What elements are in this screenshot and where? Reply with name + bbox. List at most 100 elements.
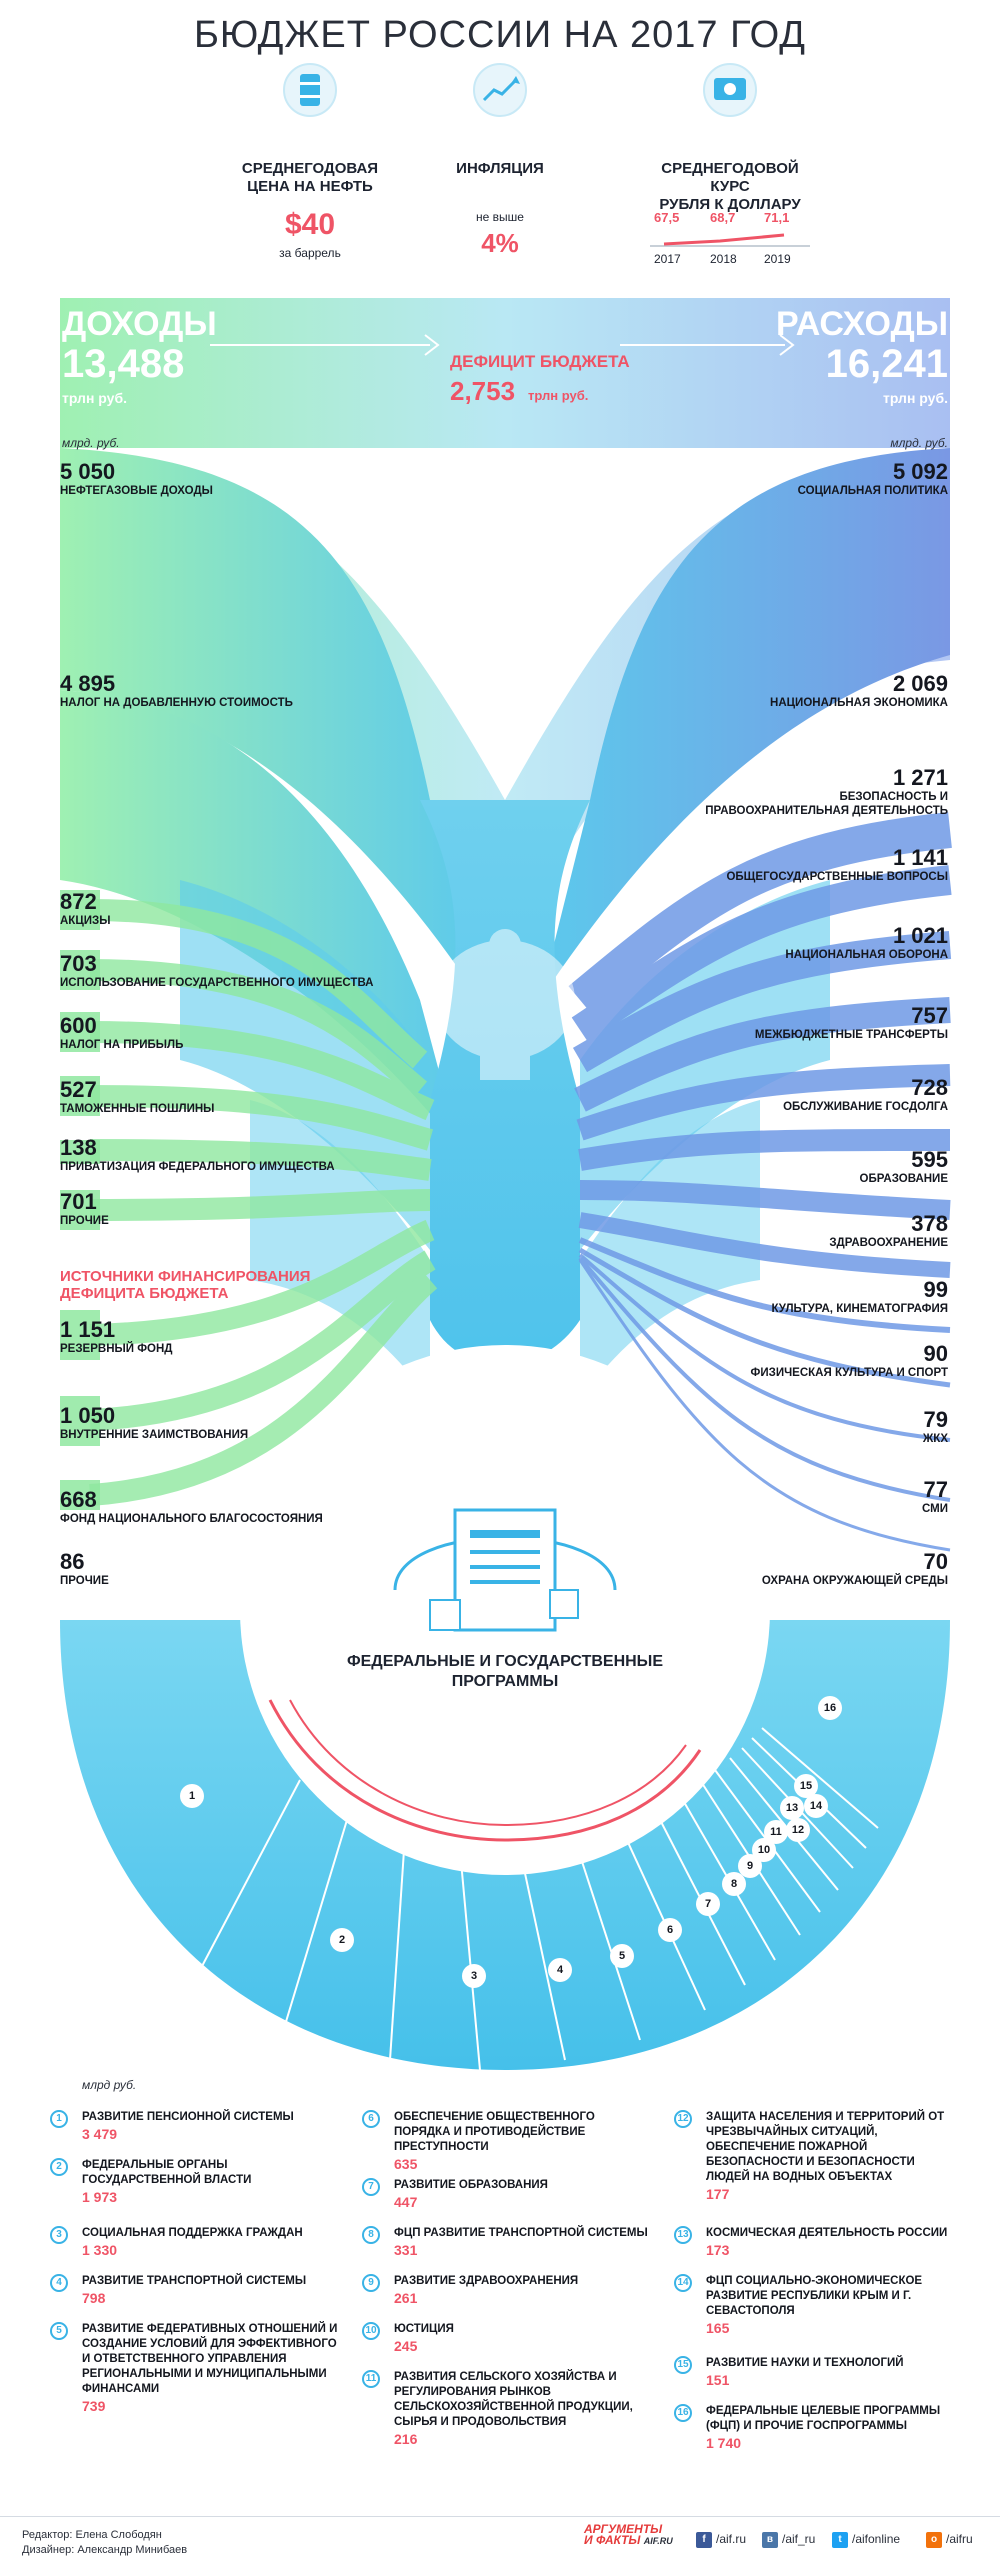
- legend-item: 12 ЗАЩИТА НАСЕЛЕНИЯ И ТЕРРИТОРИЙ ОТ ЧРЕЗ…: [674, 2110, 974, 2203]
- pie-segment-label: 14: [804, 1794, 828, 1818]
- indicator-inflation: ИНФЛЯЦИЯ не выше 4%: [420, 60, 580, 260]
- legend-item: 7 РАЗВИТИЕ ОБРАЗОВАНИЯ 447: [362, 2178, 662, 2211]
- aif-logo[interactable]: АРГУМЕНТЫ И ФАКТЫ AIF.RU: [584, 2522, 673, 2547]
- expense-item: 77 СМИ: [922, 1477, 948, 1516]
- legend-item: 10 ЮСТИЦИЯ 245: [362, 2322, 662, 2355]
- twitter-icon: t: [832, 2532, 848, 2548]
- expense-total: 16,241: [825, 342, 948, 386]
- rate-label-1: СРЕДНЕГОДОВОЙ КУРС: [661, 160, 799, 195]
- expense-item: 1 141 ОБЩЕГОСУДАРСТВЕННЫЕ ВОПРОСЫ: [726, 845, 948, 884]
- pie-segment-label: 5: [610, 1944, 634, 1968]
- income-item: 138 ПРИВАТИЗАЦИЯ ФЕДЕРАЛЬНОГО ИМУЩЕСТВА: [60, 1135, 335, 1174]
- oil-label-1: СРЕДНЕГОДОВАЯ: [241, 160, 379, 177]
- social-ok[interactable]: о/aifru: [926, 2532, 973, 2548]
- indicator-oil: СРЕДНЕГОДОВАЯ ЦЕНА НА НЕФТЬ $40 за барре…: [160, 60, 460, 260]
- social-vk[interactable]: в/aif_ru: [762, 2532, 815, 2548]
- rate-2018: 68,7: [710, 210, 736, 225]
- coat-of-arms-icon: [435, 929, 575, 1080]
- rate-2017: 67,5: [654, 210, 680, 225]
- social-facebook[interactable]: f/aif.ru: [696, 2532, 746, 2548]
- expense-item: 595 ОБРАЗОВАНИЕ: [859, 1147, 948, 1186]
- expense-unit: трлн руб.: [883, 390, 948, 406]
- legend-item: 8 ФЦП РАЗВИТИЕ ТРАНСПОРТНОЙ СИСТЕМЫ 331: [362, 2226, 662, 2259]
- deficit-sources-title: ИСТОЧНИКИ ФИНАНСИРОВАНИЯ ДЕФИЦИТА БЮДЖЕТА: [60, 1268, 311, 1302]
- pie-segment-label: 12: [786, 1818, 810, 1842]
- income-item: 4 895 НАЛОГ НА ДОБАВЛЕННУЮ СТОИМОСТЬ: [60, 671, 293, 710]
- inflation-prefix: не выше: [476, 210, 524, 224]
- footer-divider: [0, 2516, 1000, 2517]
- legend-item: 11 РАЗВИТИЯ СЕЛЬСКОГО ХОЗЯЙСТВА И РЕГУЛИ…: [362, 2370, 662, 2448]
- rate-label-2: РУБЛЯ К ДОЛЛАРУ: [659, 196, 801, 213]
- ok-icon: о: [926, 2532, 942, 2548]
- pie-segment-label: 8: [722, 1872, 746, 1896]
- vk-icon: в: [762, 2532, 778, 2548]
- legend-item: 15 РАЗВИТИЕ НАУКИ И ТЕХНОЛОГИЙ 151: [674, 2356, 974, 2389]
- legend-item: 16 ФЕДЕРАЛЬНЫЕ ЦЕЛЕВЫЕ ПРОГРАММЫ (ФЦП) И…: [674, 2404, 974, 2452]
- expense-item: 99 КУЛЬТУРА, КИНЕМАТОГРАФИЯ: [771, 1277, 948, 1316]
- pie-segment-label: 4: [548, 1958, 572, 1982]
- expense-mlrd-unit: млрд. руб.: [890, 436, 948, 450]
- deficit-unit: трлн руб.: [528, 388, 589, 403]
- expense-item: 728 ОБСЛУЖИВАНИЕ ГОСДОЛГА: [783, 1075, 948, 1114]
- deficit-value: 2,753: [450, 376, 516, 406]
- income-item: 872 АКЦИЗЫ: [60, 889, 111, 928]
- oil-unit: за баррель: [279, 246, 341, 260]
- income-item: 527 ТАМОЖЕННЫЕ ПОШЛИНЫ: [60, 1077, 215, 1116]
- footer-editor: Редактор: Елена Слободян: [22, 2529, 162, 2541]
- pie-segment-label: 11: [764, 1820, 788, 1844]
- page-title: БЮДЖЕТ РОССИИ НА 2017 ГОД: [193, 14, 807, 56]
- legend-item: 3 СОЦИАЛЬНАЯ ПОДДЕРЖКА ГРАЖДАН 1 330: [50, 2226, 350, 2259]
- pie-segment-label: 16: [818, 1696, 842, 1720]
- oil-value: $40: [284, 208, 336, 241]
- pie-segment-label: 2: [330, 1928, 354, 1952]
- legend-item: 13 КОСМИЧЕСКАЯ ДЕЯТЕЛЬНОСТЬ РОССИИ 173: [674, 2226, 974, 2259]
- income-item: 701 ПРОЧИЕ: [60, 1189, 109, 1228]
- pie-segment-label: 15: [794, 1774, 818, 1798]
- legend-item: 2 ФЕДЕРАЛЬНЫЕ ОРГАНЫ ГОСУДАРСТВЕННОЙ ВЛА…: [50, 2158, 350, 2206]
- indicator-rate: СРЕДНЕГОДОВОЙ КУРС РУБЛЯ К ДОЛЛАРУ 67,5 …: [640, 60, 820, 280]
- deficit-source-item: 1 050 ВНУТРЕННИЕ ЗАИМСТВОВАНИЯ: [60, 1403, 249, 1442]
- rate-year-2019: 2019: [764, 252, 791, 266]
- expense-item: 79 ЖКХ: [922, 1407, 948, 1446]
- income-total: 13,488: [62, 342, 185, 386]
- income-unit: трлн руб.: [62, 390, 127, 406]
- oil-barrel-icon: [283, 63, 337, 117]
- expense-item: 378 ЗДРАВООХРАНЕНИЕ: [829, 1211, 948, 1250]
- rate-line: [650, 233, 810, 247]
- inflation-label: ИНФЛЯЦИЯ: [456, 160, 544, 177]
- oil-label-2: ЦЕНА НА НЕФТЬ: [247, 178, 373, 195]
- rate-year-2018: 2018: [710, 252, 737, 266]
- income-item: 5 050 НЕФТЕГАЗОВЫЕ ДОХОДЫ: [60, 459, 213, 498]
- deficit-source-item: 86 ПРОЧИЕ: [60, 1549, 109, 1588]
- expense-item: 2 069 НАЦИОНАЛЬНАЯ ЭКОНОМИКА: [770, 671, 948, 710]
- rate-year-2017: 2017: [654, 252, 681, 266]
- pie-segment-label: 7: [696, 1892, 720, 1916]
- growth-chart-icon: [473, 63, 527, 117]
- deficit-source-item: 668 ФОНД НАЦИОНАЛЬНОГО БЛАГОСОСТОЯНИЯ: [60, 1487, 323, 1526]
- rate-2019: 71,1: [764, 210, 790, 225]
- income-title: ДОХОДЫ: [62, 305, 217, 343]
- currency-icon: [703, 63, 757, 117]
- income-item: 600 НАЛОГ НА ПРИБЫЛЬ: [60, 1013, 184, 1052]
- social-twitter[interactable]: t/aifonline: [832, 2532, 900, 2548]
- legend-item: 4 РАЗВИТИЕ ТРАНСПОРТНОЙ СИСТЕМЫ 798: [50, 2274, 350, 2307]
- pie-segment-label: 3: [462, 1964, 486, 1988]
- income-mlrd-unit: млрд. руб.: [62, 436, 120, 450]
- expense-title: РАСХОДЫ: [776, 305, 948, 343]
- expense-item: 90 ФИЗИЧЕСКАЯ КУЛЬТУРА И СПОРТ: [750, 1341, 948, 1380]
- government-building-icon: [393, 1508, 617, 1632]
- deficit-source-item: 1 151 РЕЗЕРВНЫЙ ФОНД: [60, 1317, 173, 1356]
- expense-item: 70 ОХРАНА ОКРУЖАЮЩЕЙ СРЕДЫ: [761, 1549, 948, 1588]
- expense-item: 1 021 НАЦИОНАЛЬНАЯ ОБОРОНА: [785, 923, 948, 962]
- programs-title: ФЕДЕРАЛЬНЫЕ И ГОСУДАРСТВЕННЫЕ ПРОГРАММЫ: [346, 1653, 664, 1690]
- inflation-value: 4%: [481, 228, 519, 258]
- legend-item: 6 ОБЕСПЕЧЕНИЕ ОБЩЕСТВЕННОГО ПОРЯДКА И ПР…: [362, 2110, 662, 2173]
- pie-segment-label: 1: [180, 1784, 204, 1808]
- facebook-icon: f: [696, 2532, 712, 2548]
- deficit-title: ДЕФИЦИТ БЮДЖЕТА: [450, 352, 630, 371]
- pie-segment-label: 13: [780, 1796, 804, 1820]
- legend-item: 5 РАЗВИТИЕ ФЕДЕРАТИВНЫХ ОТНОШЕНИЙ И СОЗД…: [50, 2322, 350, 2415]
- programs-unit: млрд руб.: [82, 2078, 137, 2092]
- expense-item: 5 092 СОЦИАЛЬНАЯ ПОЛИТИКА: [797, 459, 948, 498]
